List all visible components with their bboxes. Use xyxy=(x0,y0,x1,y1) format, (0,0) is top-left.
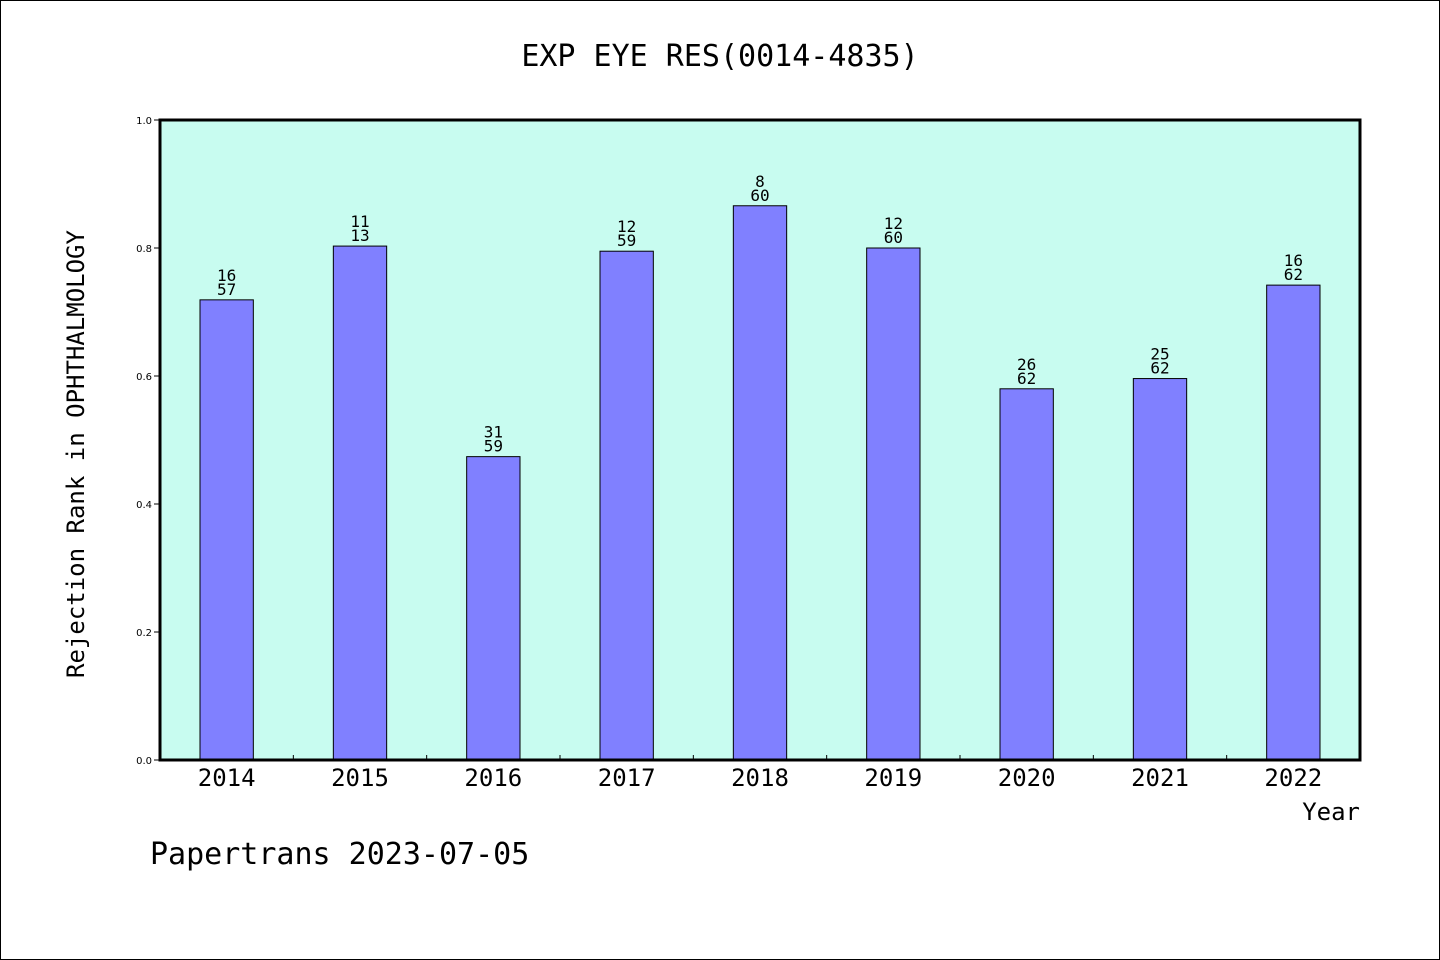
y-axis: 0.0 0.2 0.4 0.6 0.8 1.0 xyxy=(136,116,160,767)
bar-2019 xyxy=(866,247,921,761)
bar-2015 xyxy=(332,245,388,761)
data-label-bottom: 59 xyxy=(617,231,636,250)
x-tick-label: 2018 xyxy=(731,764,789,792)
footer-text: Papertrans 2023-07-05 xyxy=(150,837,529,872)
x-axis: 2014 2015 2016 2017 2018 2019 2020 2021 2022 xyxy=(198,755,1322,792)
data-label-bottom: 13 xyxy=(350,226,369,245)
data-label-bottom: 59 xyxy=(484,437,503,456)
bars xyxy=(199,205,1321,761)
y-tick-label: 0.4 xyxy=(136,500,152,511)
data-label-top: 26 xyxy=(1017,355,1036,374)
data-label-top: 11 xyxy=(350,212,369,231)
y-tick-label: 1.0 xyxy=(136,116,152,127)
chart-title: EXP EYE RES(0014-4835) xyxy=(521,39,918,74)
x-tick-label: 2021 xyxy=(1131,764,1189,792)
data-label-top: 8 xyxy=(755,172,765,191)
y-tick-label: 0.8 xyxy=(136,244,152,255)
data-label-bottom: 62 xyxy=(1150,359,1169,378)
data-label-top: 25 xyxy=(1150,345,1169,364)
y-axis-label: Rejection Rank in OPHTHALMOLOGY xyxy=(62,229,90,677)
data-label-top: 12 xyxy=(884,214,903,233)
data-label-top: 16 xyxy=(1284,251,1303,270)
data-label-top: 31 xyxy=(484,423,503,442)
bar-2017 xyxy=(599,250,654,761)
bar-2014 xyxy=(199,299,254,761)
bar-2016 xyxy=(466,456,521,761)
x-tick-label: 2017 xyxy=(598,764,656,792)
x-axis-label: Year xyxy=(1302,798,1360,826)
x-tick-label: 2014 xyxy=(198,764,256,792)
y-tick-label: 0.6 xyxy=(136,372,152,383)
bar-2021 xyxy=(1132,378,1188,761)
x-tick-label: 2019 xyxy=(864,764,922,792)
data-label-top: 16 xyxy=(217,266,236,285)
y-tick-label: 0.2 xyxy=(136,628,152,639)
x-tick-label: 2015 xyxy=(331,764,389,792)
y-tick-label: 0.0 xyxy=(136,756,152,767)
plot-border xyxy=(158,118,1362,762)
bar-2022 xyxy=(1266,284,1321,761)
x-tick-label: 2016 xyxy=(464,764,522,792)
bar-2018 xyxy=(732,205,788,761)
x-tick-label: 2020 xyxy=(998,764,1056,792)
x-tick-label: 2022 xyxy=(1264,764,1322,792)
bar-2020 xyxy=(999,388,1054,761)
data-label-top: 12 xyxy=(617,217,636,236)
data-label-bottom: 57 xyxy=(217,280,236,299)
data-label-bottom: 62 xyxy=(1284,265,1303,284)
data-label-bottom: 60 xyxy=(884,228,903,247)
data-label-bottom: 60 xyxy=(750,186,769,205)
data-label-bottom: 62 xyxy=(1017,369,1036,388)
